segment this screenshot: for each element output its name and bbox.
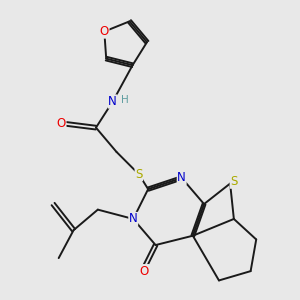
Text: N: N: [177, 172, 186, 184]
Text: O: O: [140, 265, 149, 278]
Text: S: S: [230, 175, 238, 188]
Text: H: H: [121, 95, 128, 105]
Text: O: O: [100, 25, 109, 38]
Text: N: N: [129, 212, 138, 226]
Text: O: O: [57, 117, 66, 130]
Text: S: S: [135, 168, 142, 181]
Text: N: N: [108, 95, 117, 108]
